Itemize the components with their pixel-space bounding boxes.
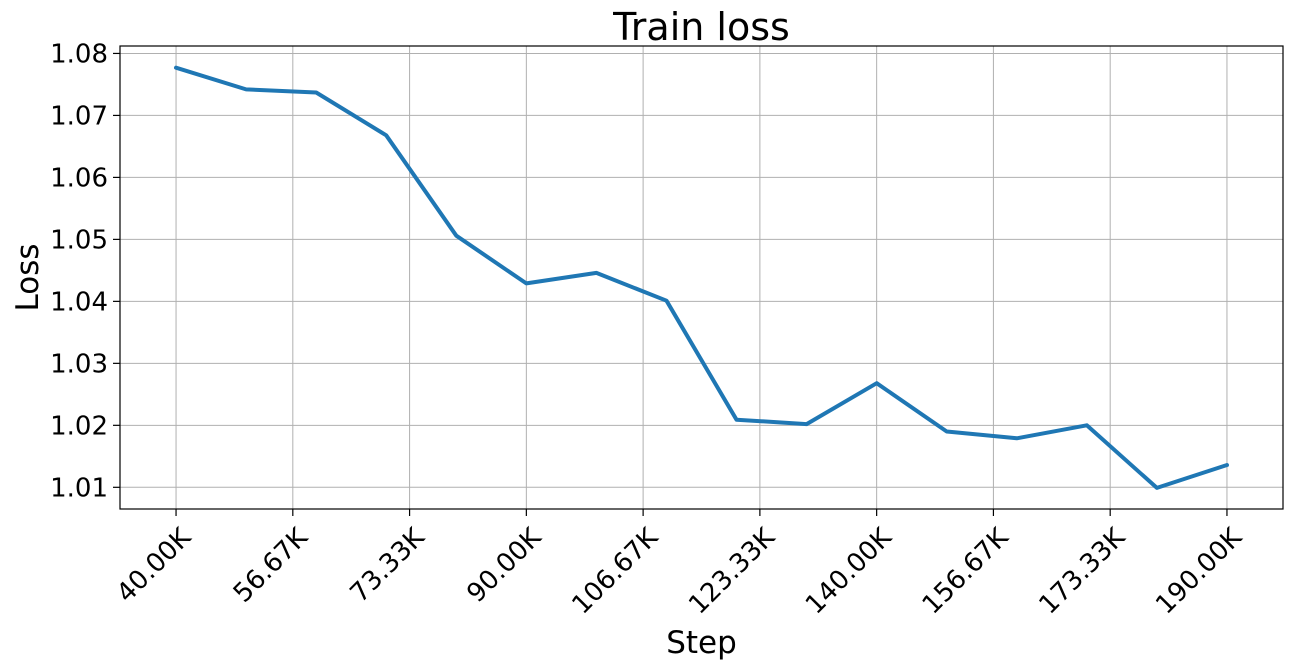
x-tick-label: 90.00K [461, 522, 548, 609]
x-tick-label: 56.67K [228, 522, 315, 609]
series-layer [174, 65, 1229, 490]
y-tick-label: 1.01 [50, 473, 108, 503]
y-axis-label: Loss [10, 244, 46, 312]
series-line [174, 65, 1229, 490]
y-axis-ticks: 1.01 1.02 1.03 1.04 1.05 1.06 1.07 1.08 [50, 39, 120, 503]
x-tick-label: 123.33K [683, 522, 781, 620]
y-tick-label: 1.06 [50, 163, 108, 193]
y-tick-label: 1.03 [50, 349, 108, 379]
x-axis-label: Step [666, 625, 737, 661]
x-tick-label: 173.33K [1034, 522, 1132, 620]
plot-frame [119, 45, 1284, 510]
x-tick-label: 190.00K [1150, 522, 1248, 620]
x-axis-ticks: 40.00K 56.67K 73.33K 90.00K 106.67K 123.33K 14… [111, 509, 1249, 620]
x-tick-label: 156.67K [917, 522, 1015, 620]
x-tick-label: 73.33K [345, 522, 432, 609]
x-tick-label: 40.00K [111, 522, 198, 609]
y-tick-label: 1.05 [50, 225, 108, 255]
x-tick-label: 106.67K [566, 522, 664, 620]
y-tick-label: 1.07 [50, 101, 108, 131]
y-tick-label: 1.04 [50, 287, 108, 317]
chart-title: Train loss [612, 5, 790, 49]
y-tick-label: 1.02 [50, 411, 108, 441]
x-tick-label: 140.00K [800, 522, 898, 620]
y-tick-label: 1.08 [50, 39, 108, 69]
grid [120, 46, 1283, 509]
